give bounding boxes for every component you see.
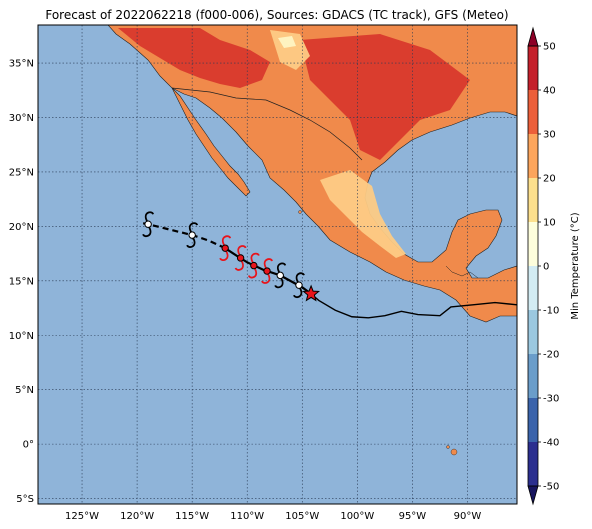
colorbar-tick-label: -20: [543, 350, 559, 361]
lat-tick-label: 5°N: [15, 385, 34, 396]
colorbar-extend-high: [527, 26, 539, 47]
galapagos-islands: [450, 448, 458, 456]
lon-tick-label: 125°W: [65, 511, 99, 522]
cyclone-symbol-icon: [261, 258, 273, 284]
colorbar-segment: [528, 222, 538, 266]
land-hot-zones-2: [300, 34, 470, 160]
colorbar-segment: [528, 134, 538, 178]
colorbar-tick-label: 40: [543, 86, 556, 97]
lon-tick-label: 115°W: [175, 511, 209, 522]
cyclone-symbol-icon: [274, 262, 287, 289]
longitude-tick-labels: 125°W 120°W 115°W 110°W 105°W 100°W 95°W 90°W: [65, 511, 481, 522]
lon-tick-label: 100°W: [340, 511, 374, 522]
us-mexico-border: [171, 87, 363, 161]
gridlines: [38, 25, 517, 504]
colorbar-label: Min Temperature (°C): [570, 212, 581, 319]
land-mild-zones: [320, 170, 406, 258]
past-track-line: [310, 293, 517, 319]
colorbar-tick-label: -50: [543, 482, 559, 493]
latitude-tick-labels: 35°N 30°N 25°N 20°N 15°N 10°N 5°N 0° 5°S: [9, 59, 34, 505]
lat-tick-label: 10°N: [9, 331, 34, 342]
colorbar-segment: [528, 442, 538, 486]
map-panel: [37, 24, 518, 505]
colorbar-segment: [528, 310, 538, 354]
revillagigedo-island: [298, 210, 302, 214]
colorbar-segment: [528, 178, 538, 222]
cyclone-symbol-icon: [142, 211, 154, 238]
lat-tick-label: 15°N: [9, 276, 34, 287]
cyclone-symbol-icon: [186, 222, 199, 248]
lon-tick-label: 90°W: [454, 511, 482, 522]
colorbar-tick-label: -30: [543, 394, 559, 405]
map-title: Forecast of 2022062218 (f000-006), Sourc…: [45, 8, 508, 22]
land-hot-zones: [118, 28, 270, 88]
lat-tick-label: 25°N: [9, 167, 34, 178]
current-position-star-icon: [302, 284, 320, 302]
colorbar-segment: [528, 266, 538, 310]
cyclone-symbol-icon: [247, 252, 260, 279]
cyclone-symbol-icon: [293, 272, 305, 298]
lat-tick-label: 5°S: [16, 494, 34, 505]
lat-tick-label: 0°: [23, 440, 34, 451]
colorbar-tick-label: 20: [543, 174, 556, 185]
colorbar-segment: [528, 46, 538, 90]
land-cool-zone: [278, 36, 296, 48]
cyclone-symbol-icon: [219, 235, 232, 261]
colorbar-segment: [528, 90, 538, 134]
lon-tick-label: 95°W: [399, 511, 427, 522]
galapagos-islet: [446, 445, 450, 449]
colorbar: -50 -40 -30 -20 -10 0 10 20 30 40 50: [527, 26, 559, 506]
map-frame: [37, 24, 518, 505]
lon-tick-label: 105°W: [285, 511, 319, 522]
colorbar-extend-low: [527, 485, 539, 506]
lat-tick-label: 20°N: [9, 222, 34, 233]
colorbar-tick-label: 50: [543, 42, 556, 53]
lon-tick-label: 120°W: [120, 511, 154, 522]
colorbar-tick-label: -40: [543, 438, 559, 449]
colorbar-tick-label: 30: [543, 130, 556, 141]
lat-tick-label: 35°N: [9, 59, 34, 70]
colorbar-segment: [528, 354, 538, 398]
storm-track: [142, 211, 517, 319]
central-america-borders: [445, 265, 479, 279]
colorbar-tick-label: 10: [543, 218, 556, 229]
colorbar-tick-label: -10: [543, 306, 559, 317]
lon-tick-label: 110°W: [230, 511, 264, 522]
lat-tick-label: 30°N: [9, 113, 34, 124]
colorbar-tick-label: 0: [543, 262, 549, 273]
cyclone-symbol-icon: [234, 245, 247, 271]
colorbar-segment: [528, 398, 538, 442]
